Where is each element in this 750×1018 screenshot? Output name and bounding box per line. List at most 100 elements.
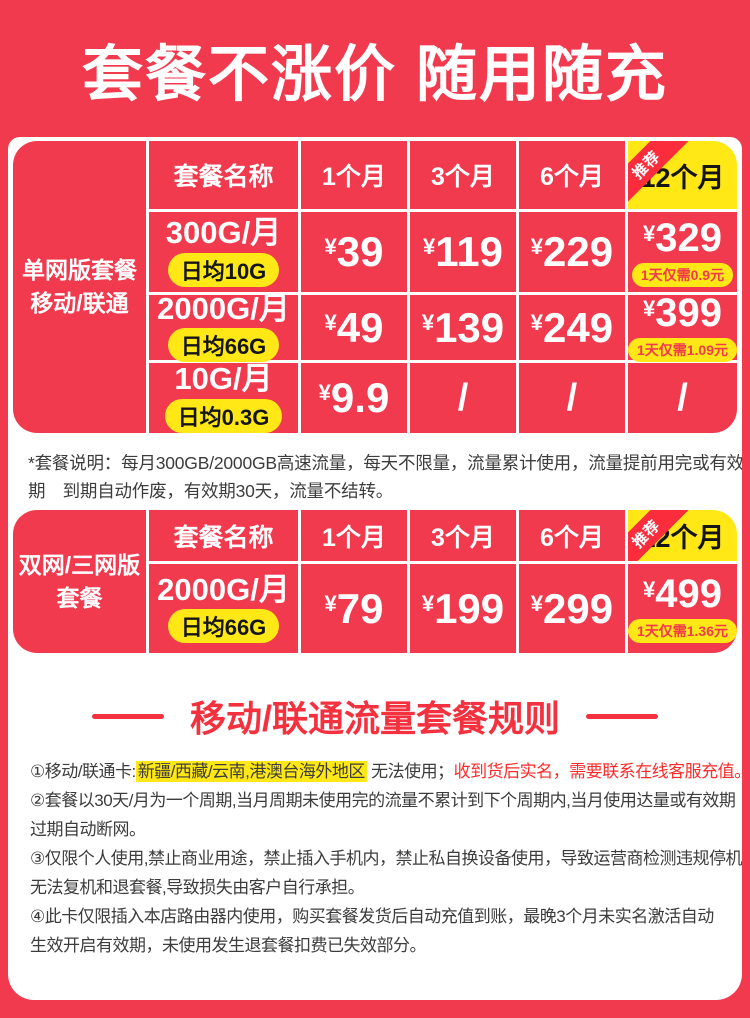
rule-highlighted-text: 新疆/西藏/云南,港澳台海外地区 — [135, 761, 367, 782]
price: / — [567, 379, 578, 417]
price-value: / — [566, 377, 578, 419]
rule-line: 无法复机和退套餐,导致损失由客户自行承担。 — [30, 873, 742, 902]
rule-text: 过期自动断网。 — [30, 820, 146, 839]
price: ¥229 — [531, 231, 613, 273]
price-cell: ¥139 — [409, 295, 516, 360]
plan-name: 2000G/月 — [157, 290, 290, 326]
price-value: 119 — [435, 228, 503, 275]
rule-text: ③仅限个人使用,禁止商业用途，禁止插入手机内，禁止私自换设备使用，导致运营商检测… — [30, 849, 742, 868]
plan-cell: 300G/月 日均10G — [149, 212, 298, 292]
table-label-line: 双网/三网版 — [18, 551, 141, 578]
price-cell: ¥79 — [301, 564, 407, 653]
price: ¥119 — [423, 231, 503, 273]
price: ¥39 — [325, 231, 384, 273]
header-featured-month: 推荐 12个月 — [627, 141, 737, 209]
header-plan-name: 套餐名称 — [149, 510, 298, 561]
price-cell: ¥119 — [409, 212, 516, 292]
price-value: 139 — [434, 303, 505, 351]
plan-cell: 2000G/月 日均66G — [149, 564, 298, 653]
plan-note: *套餐说明：每月300GB/2000GB高速流量，每天不限量，流量累计使用，流量… — [28, 449, 742, 505]
price-value: 299 — [543, 584, 614, 632]
header-month: 1个月 — [301, 510, 407, 561]
rule-text: 无法使用； — [366, 762, 454, 781]
price-value: 9.9 — [330, 374, 390, 421]
rule-text: 生效开启有效期，未使用发生退套餐扣费已失效部分。 — [30, 936, 427, 955]
promo-banner: 套餐不涨价 随用随充 — [0, 0, 750, 137]
rule-line: 过期自动断网。 — [30, 815, 742, 844]
currency-symbol: ¥ — [421, 590, 435, 616]
currency-symbol: ¥ — [642, 220, 656, 246]
price: ¥299 — [530, 584, 614, 632]
currency-symbol: ¥ — [422, 234, 436, 259]
plan-note-line: *套餐说明：每月300GB/2000GB高速流量，每天不限量，流量累计使用，流量… — [28, 453, 742, 473]
daily-quota-badge: 日均0.3G — [164, 398, 283, 433]
price-value: 249 — [543, 303, 614, 351]
rules-title: 移动/联通流量套餐规则 — [189, 698, 560, 739]
price: ¥249 — [530, 303, 614, 351]
price: ¥199 — [421, 584, 505, 632]
price-value: 79 — [336, 584, 384, 632]
price-cell: ¥39 — [301, 212, 407, 292]
rule-line: ④此卡仅限插入本店路由器内使用，购买套餐发货后自动充值到账，最晚3个月未实名激活… — [30, 902, 742, 931]
plan-cell: 2000G/月 日均66G — [149, 290, 298, 363]
rule-line: ③仅限个人使用,禁止商业用途，禁止插入手机内，禁止私自换设备使用，导致运营商检测… — [30, 844, 742, 873]
rule-line: ②套餐以30天/月为一个周期,当月周期未使用完的流量不累计到下个周期内,当月使用… — [30, 786, 742, 815]
rule-text: ④此卡仅限插入本店路由器内使用，购买套餐发货后自动充值到账，最晚3个月未实名激活… — [30, 907, 714, 926]
price-value: 329 — [655, 215, 722, 260]
pricing-table-multi-network: 双网/三网版 套餐 套餐名称 1个月 3个月 6个月 推荐 12个月 2000G/月 日均66G ¥… — [13, 510, 737, 653]
price: ¥499 — [643, 574, 722, 614]
price-value: 199 — [434, 584, 505, 632]
price: / — [458, 379, 469, 417]
price-note-badge: 1天仅需1.09元 — [627, 338, 737, 362]
rule-line: ①移动/联通卡: 新疆/西藏/云南,港澳台海外地区 无法使用；收到货后实名，需要联… — [30, 757, 742, 786]
price: ¥399 — [643, 293, 722, 333]
header-featured-month: 推荐 12个月 — [627, 510, 737, 561]
price: ¥9.9 — [319, 377, 390, 419]
featured-price-cell: / — [627, 363, 737, 433]
rule-line: 生效开启有效期，未使用发生退套餐扣费已失效部分。 — [30, 931, 742, 960]
price: ¥49 — [324, 303, 384, 351]
price-value: / — [677, 377, 688, 419]
header-month: 6个月 — [518, 141, 625, 209]
plan-note-line: 期 到期自动作废，有效期30天，流量不结转。 — [28, 481, 394, 501]
price-cell: ¥299 — [518, 564, 625, 653]
price-value: 49 — [336, 303, 384, 351]
currency-symbol: ¥ — [530, 590, 544, 616]
price-cell: / — [518, 363, 625, 433]
table-label-line: 单网版套餐 — [22, 257, 137, 283]
rule-text: 无法复机和退套餐,导致损失由客户自行承担。 — [30, 878, 365, 897]
currency-symbol: ¥ — [642, 577, 656, 602]
daily-quota-badge: 日均66G — [167, 609, 280, 644]
price-value: 399 — [655, 291, 722, 335]
price: ¥329 — [643, 218, 722, 258]
price-note-badge: 1天仅需0.9元 — [631, 262, 734, 287]
pricing-table-single-network: 单网版套餐 移动/联通 套餐名称 1个月 3个月 6个月 推荐 12个月 300G/月 日均10G… — [13, 141, 737, 433]
currency-symbol: ¥ — [324, 309, 337, 335]
price-cell: ¥9.9 — [301, 363, 407, 433]
plan-name: 10G/月 — [174, 361, 273, 397]
daily-quota-badge: 日均66G — [167, 328, 280, 363]
table-label-line: 移动/联通 — [30, 290, 129, 316]
currency-symbol: ¥ — [530, 309, 544, 335]
rules-title-row: 移动/联通流量套餐规则 — [8, 693, 742, 739]
price-note-badge: 1天仅需1.36元 — [627, 619, 737, 643]
price-cell: ¥49 — [301, 295, 407, 360]
header-month: 3个月 — [409, 510, 516, 561]
currency-symbol: ¥ — [530, 234, 544, 259]
page-title: 套餐不涨价 随用随充 — [82, 40, 668, 108]
featured-price-cell: ¥329 1天仅需0.9元 — [627, 212, 737, 292]
price-cell: ¥229 — [518, 212, 625, 292]
header-month: 1个月 — [301, 141, 407, 209]
table-label-line: 套餐 — [56, 584, 103, 611]
currency-symbol: ¥ — [324, 234, 337, 259]
featured-price-cell: ¥399 1天仅需1.09元 — [627, 293, 737, 362]
daily-quota-badge: 日均10G — [167, 252, 280, 287]
price: ¥139 — [422, 303, 505, 351]
header-month: 3个月 — [409, 141, 516, 209]
price-cell: / — [409, 363, 516, 433]
price: ¥79 — [324, 584, 384, 632]
currency-symbol: ¥ — [324, 590, 337, 616]
plan-name: 2000G/月 — [157, 571, 290, 607]
currency-symbol: ¥ — [642, 296, 656, 321]
price-value: 39 — [336, 228, 384, 275]
